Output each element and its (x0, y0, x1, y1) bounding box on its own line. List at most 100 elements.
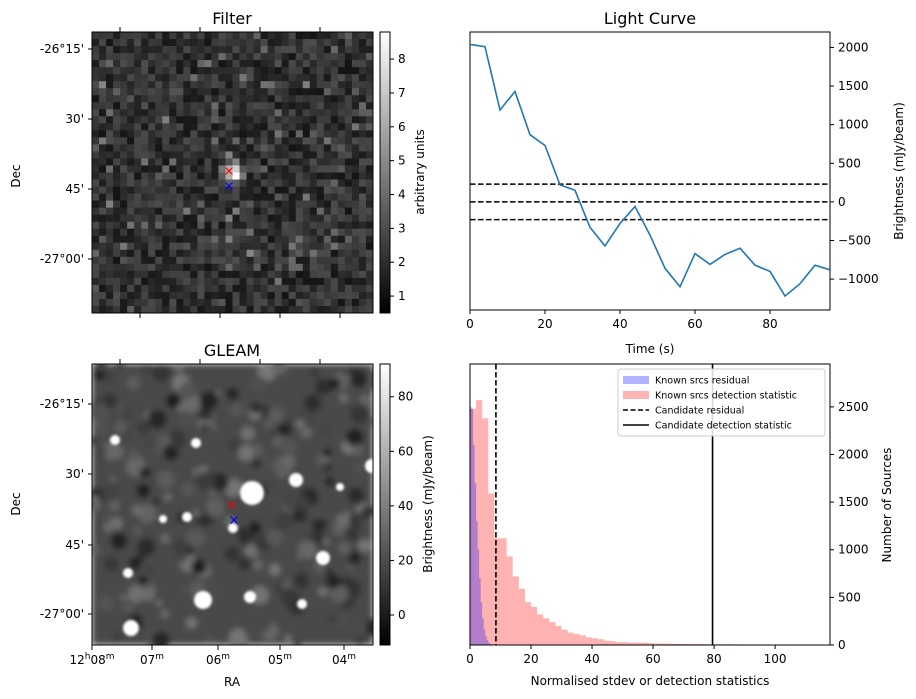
filter-pixel (351, 284, 360, 293)
filter-pixel (316, 130, 325, 138)
histogram-bar-detection (665, 643, 672, 645)
filter-pixel (330, 53, 339, 61)
filter-pixel (344, 256, 353, 265)
filter-pixel (211, 200, 219, 209)
filter-pixel (92, 81, 100, 89)
filter-pixel (351, 221, 360, 230)
filter-pixel (274, 81, 283, 89)
filter-pixel (267, 116, 276, 124)
filter-pixel (246, 263, 254, 272)
filter-pixel (309, 74, 318, 82)
filter-pixel (281, 214, 290, 223)
filter-pixel (162, 158, 170, 166)
filter-pixel (176, 102, 184, 110)
filter-pixel (127, 102, 135, 110)
filter-pixel (99, 130, 107, 138)
filter-pixel (358, 46, 367, 54)
gleam-source (336, 483, 344, 491)
filter-pixel (267, 123, 276, 131)
filter-pixel (246, 95, 254, 103)
filter-pixel (190, 109, 198, 117)
filter-pixel (253, 39, 262, 47)
filter-pixel (176, 305, 184, 313)
filter-pixel (239, 39, 247, 47)
filter-pixel (239, 46, 247, 54)
filter-pixel (183, 81, 191, 89)
filter-pixel (281, 88, 290, 96)
filter-pixel (113, 158, 121, 166)
filter-pixel (267, 242, 276, 251)
filter-pixel (211, 228, 219, 237)
filter-pixel (274, 60, 283, 68)
filter-pixel (211, 284, 219, 293)
histogram-bar-detection (579, 635, 586, 645)
filter-pixel (337, 284, 346, 293)
filter-pixel (204, 172, 212, 180)
filter-pixel (295, 102, 304, 110)
gleam-texture-blob (312, 517, 327, 532)
filter-pixel (183, 158, 191, 166)
histogram-bar-detection (518, 588, 525, 645)
filter-pixel (358, 200, 367, 209)
filter-pixel (337, 102, 346, 110)
filter-pixel (148, 242, 156, 251)
filter-pixel (267, 95, 276, 103)
filter-pixel (134, 32, 142, 40)
filter-pixel (218, 291, 226, 300)
histogram-bar-detection (634, 642, 641, 645)
filter-pixel (267, 256, 276, 265)
filter-pixel (141, 81, 149, 89)
filter-pixel (267, 179, 276, 187)
gleam-texture-blob (252, 444, 263, 455)
filter-pixel (120, 165, 128, 173)
filter-pixel (358, 53, 367, 61)
filter-pixel (323, 95, 332, 103)
filter-pixel (176, 263, 184, 272)
filter-pixel (190, 193, 198, 202)
filter-pixel (323, 109, 332, 117)
filter-pixel (162, 256, 170, 265)
gleam-x-tick-label: 07m (140, 652, 164, 667)
filter-pixel (351, 179, 360, 187)
filter-pixel (316, 81, 325, 89)
filter-pixel (351, 144, 360, 152)
filter-pixel (281, 151, 290, 159)
gleam-marker-red (228, 501, 236, 509)
filter-pixel (169, 32, 177, 40)
filter-pixel (169, 144, 177, 152)
filter-pixel (134, 193, 142, 202)
filter-pixel (267, 305, 276, 313)
filter-pixel (211, 186, 219, 194)
filter-pixel (358, 235, 367, 244)
filter-pixel (176, 123, 184, 131)
gleam-texture-blob (338, 542, 352, 555)
filter-pixel (190, 172, 198, 180)
filter-pixel (134, 263, 142, 272)
filter-pixel (288, 144, 297, 152)
gleam-texture-blob (199, 391, 219, 410)
histogram-bar-detection (543, 618, 550, 645)
filter-pixel (141, 109, 149, 117)
filter-pixel (309, 235, 318, 244)
filter-pixel (204, 102, 212, 110)
gleam-texture-blob (146, 565, 153, 573)
filter-pixel (288, 165, 297, 173)
gleam-texture-blob (198, 406, 213, 421)
gleam-y-tick-label: 30' (65, 467, 84, 481)
filter-pixel (204, 53, 212, 61)
gleam-texture-blob (281, 455, 296, 469)
filter-pixel (253, 221, 262, 230)
filter-pixel (106, 81, 114, 89)
filter-pixel (134, 165, 142, 173)
filter-pixel (267, 214, 276, 223)
gleam-source (297, 599, 307, 609)
gleam-texture-blob (103, 556, 120, 572)
filter-pixel (246, 179, 254, 187)
gleam-y-tick-label: 45' (65, 538, 84, 552)
filter-pixel (246, 32, 254, 40)
filter-pixel (148, 74, 156, 82)
gleam-texture-blob (92, 402, 109, 423)
filter-pixel (92, 165, 100, 173)
filter-pixel (239, 298, 247, 307)
